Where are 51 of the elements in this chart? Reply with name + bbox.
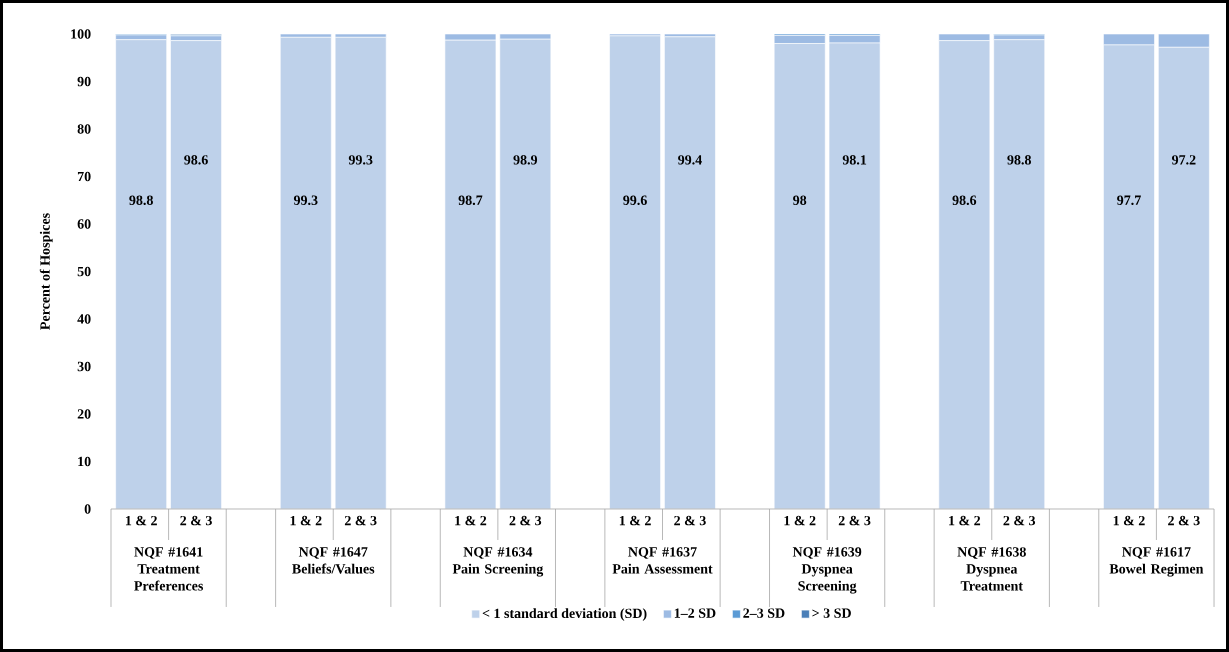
y-tick-label: 20 <box>77 409 91 419</box>
data-label: 98 <box>793 195 807 205</box>
y-tick-label: 100 <box>71 29 91 39</box>
data-label: 99.3 <box>348 155 373 165</box>
data-label: 98.8 <box>1007 155 1032 165</box>
x-tick-label: 2 & 3 <box>1003 515 1036 526</box>
y-tick-label: 60 <box>77 219 91 229</box>
x-tick-label: 1 & 2 <box>949 515 981 526</box>
data-label: 98.8 <box>129 195 153 205</box>
text: NQF #1637 Pain Assessment <box>612 547 713 574</box>
x-tick-label: 1 & 2 <box>784 515 816 526</box>
x-tick-label: 2 & 3 <box>509 515 542 526</box>
data-label: 99.6 <box>623 195 647 205</box>
x-tick-label: 1 & 2 <box>290 515 322 526</box>
legend-label: > 3 SD <box>812 608 851 618</box>
y-tick-label: 70 <box>77 171 91 182</box>
x-tick-label: 1 & 2 <box>1113 515 1145 526</box>
data-label: 98.6 <box>952 195 977 205</box>
x-tick-label: 1 & 2 <box>619 515 651 526</box>
y-tick-label: 80 <box>77 124 91 134</box>
data-label: 98.1 <box>842 155 867 165</box>
legend-label: 2–3 SD <box>743 608 785 618</box>
y-tick-label: 0 <box>84 504 91 514</box>
y-tick-label: 10 <box>78 456 91 467</box>
text: NQF #1638 Dyspnea Treatment <box>957 547 1026 591</box>
x-tick-label: 1 & 2 <box>125 515 157 526</box>
text: NQF #1647 Beliefs/Values <box>292 547 375 574</box>
text: NQF #1639 Dyspnea Screening <box>792 547 862 594</box>
y-tick-label: 50 <box>77 266 91 277</box>
data-label: 97.7 <box>1117 195 1141 205</box>
legend-label: < 1 standard deviation (SD) <box>482 608 647 621</box>
text: NQF #1617 Bowel Regimen <box>1109 547 1204 577</box>
x-tick-label: 2 & 3 <box>180 515 212 526</box>
x-tick-label: 2 & 3 <box>838 515 871 526</box>
data-label: 98.9 <box>513 155 538 165</box>
y-axis-title: Percent of Hospices <box>39 213 53 330</box>
x-tick-label: 2 & 3 <box>1168 515 1200 526</box>
data-label: 97.2 <box>1171 155 1196 165</box>
data-label: 99.4 <box>678 155 702 165</box>
text: NQF #1634 Pain Screening <box>452 547 544 577</box>
data-label: 98.6 <box>184 155 208 165</box>
x-tick-label: 2 & 3 <box>674 515 706 526</box>
text: NQF #1641 Treatment Preferences <box>134 547 204 591</box>
data-label: 99.3 <box>293 195 318 205</box>
y-tick-label: 40 <box>77 314 91 324</box>
x-tick-label: 2 & 3 <box>344 515 377 526</box>
x-tick-label: 1 & 2 <box>455 515 487 526</box>
y-tick-label: 90 <box>77 76 91 87</box>
y-tick-label: 30 <box>77 361 91 372</box>
legend-label: 1–2 SD <box>674 608 716 618</box>
data-label: 98.7 <box>458 195 483 205</box>
